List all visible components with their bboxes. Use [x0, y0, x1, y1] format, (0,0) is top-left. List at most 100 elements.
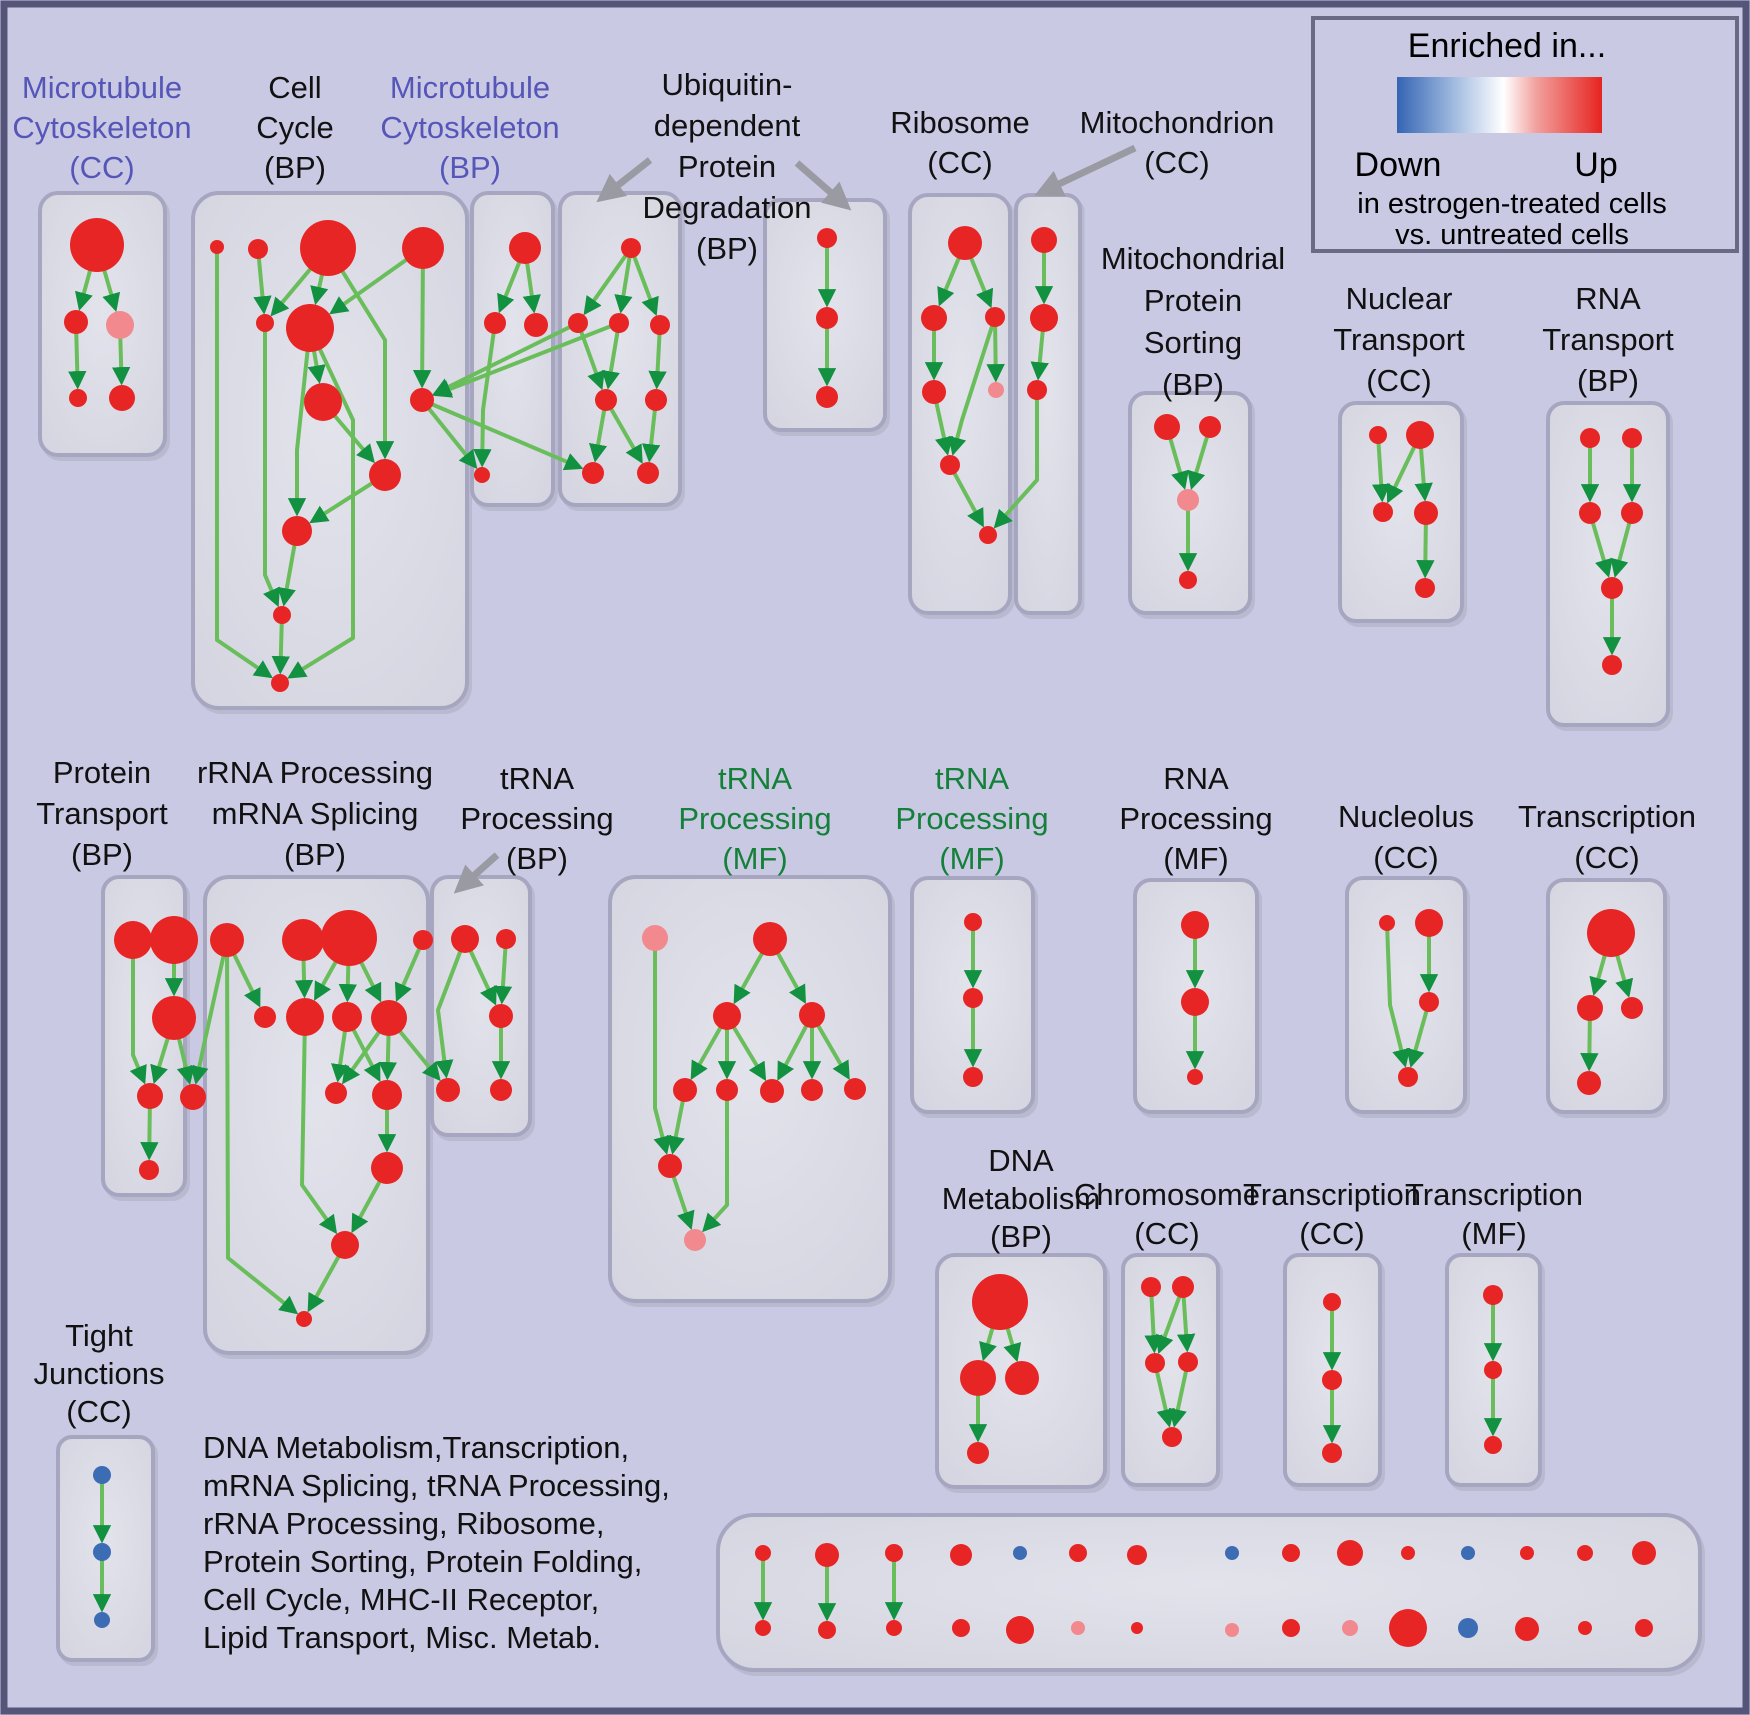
- cluster-box: [1338, 401, 1464, 623]
- edge-arrow: [129, 940, 147, 1085]
- go-term-node-red: [816, 386, 838, 408]
- legend-title: Enriched in...: [1408, 27, 1606, 65]
- go-term-node-red: [755, 1545, 771, 1561]
- go-term-node-red: [817, 228, 837, 248]
- go-term-node-red: [844, 1078, 866, 1100]
- go-term-node-red: [816, 307, 838, 329]
- legend-box: [1311, 16, 1739, 253]
- edge-arrow: [583, 246, 633, 316]
- go-term-node-red: [331, 1231, 359, 1259]
- go-term-node-red: [1322, 1443, 1342, 1463]
- go-term-node-red: [1322, 1370, 1342, 1390]
- go-term-node-red: [1127, 1545, 1147, 1565]
- go-term-node-red: [304, 383, 342, 421]
- go-term-node-red: [960, 1360, 996, 1396]
- label-pointer-arrow: [794, 160, 852, 211]
- go-term-node-red: [1577, 995, 1603, 1021]
- go-term-node-red: [963, 988, 983, 1008]
- go-term-node-blue: [1458, 1618, 1478, 1638]
- go-term-node-red: [1406, 421, 1434, 449]
- go-term-node-red: [1323, 1293, 1341, 1311]
- go-term-node-pink: [642, 925, 668, 951]
- go-term-node-red: [139, 1160, 159, 1180]
- go-term-node-red: [489, 1004, 513, 1028]
- go-term-node-red: [410, 388, 434, 412]
- go-term-node-red: [673, 1078, 697, 1102]
- go-term-node-red: [524, 313, 548, 337]
- go-term-node-red: [490, 1079, 512, 1101]
- go-term-node-red: [1602, 655, 1622, 675]
- go-term-node-red: [755, 1620, 771, 1636]
- cluster-label-rna-processing-mf: RNA Processing (MF): [1119, 761, 1272, 876]
- go-term-node-red: [282, 919, 324, 961]
- go-term-node-red: [484, 312, 506, 334]
- legend-subtitle-line1: in estrogen-treated cells: [1357, 188, 1667, 220]
- cluster-label-rna-transport-bp: RNA Transport (BP): [1542, 281, 1674, 398]
- go-term-node-red: [1337, 1540, 1363, 1566]
- go-term-node-red: [1181, 911, 1209, 939]
- go-term-node-red: [1181, 988, 1209, 1016]
- go-term-node-red: [1415, 909, 1443, 937]
- cluster-label-chromosome-cc: Chromosome (CC): [1074, 1177, 1260, 1251]
- labels-layer: Microtubule Cytoskeleton (CC) Cell Cycle (BP)…: [12, 67, 1696, 1655]
- go-term-node-red: [1373, 502, 1393, 522]
- go-term-node-red: [885, 1544, 903, 1562]
- cluster-label-trna-processing-bp: tRNA Processing (BP): [460, 761, 613, 876]
- edge-arrow: [993, 390, 1039, 529]
- go-term-node-pink: [1071, 1621, 1085, 1635]
- go-term-node-red: [282, 516, 312, 546]
- go-term-node-red: [372, 1080, 402, 1110]
- go-term-node-red: [371, 1152, 403, 1184]
- legend-gradient-bar: [1397, 77, 1602, 133]
- edge-arrow: [1371, 434, 1391, 503]
- go-term-node-blue: [93, 1543, 111, 1561]
- cluster-label-ubiquitin-dependent-protein-degradation-bp: Ubiquitin-dependent Protein Degradation (BP…: [643, 67, 812, 266]
- go-term-node-red: [1162, 1427, 1182, 1447]
- edge-arrow: [300, 1016, 338, 1235]
- edge-arrow: [702, 1090, 729, 1233]
- go-term-node-red: [815, 1543, 839, 1567]
- cluster-label-tight-junctions-cc: Tight Junctions (CC): [34, 1318, 165, 1429]
- go-term-node-red: [109, 385, 135, 411]
- go-term-node-red: [296, 1311, 312, 1327]
- edge-arrow: [287, 327, 355, 679]
- go-term-node-red: [964, 913, 982, 931]
- go-term-node-red: [1520, 1546, 1534, 1560]
- go-term-node-red: [286, 998, 324, 1036]
- go-term-node-red: [1483, 1285, 1503, 1305]
- edge-arrow: [287, 327, 312, 517]
- edge-arrow: [432, 321, 620, 398]
- label-pointers-layer: [453, 144, 1137, 894]
- label-pointer-arrow: [596, 157, 653, 203]
- go-term-node-red: [940, 455, 960, 475]
- edge-arrow: [435, 938, 467, 1079]
- edge-arrow: [473, 322, 497, 468]
- go-term-node-red: [1414, 501, 1438, 525]
- edge-arrow: [614, 247, 633, 314]
- edge-arrow: [948, 316, 997, 456]
- go-term-node-red: [451, 925, 479, 953]
- go-term-node-pink: [684, 1229, 706, 1251]
- go-term-node-red: [760, 1079, 784, 1103]
- go-term-node-red: [152, 996, 196, 1040]
- go-term-node-red: [650, 315, 670, 335]
- go-term-node-red: [1601, 577, 1623, 599]
- go-term-node-red: [1178, 1352, 1198, 1372]
- go-term-node-red: [1389, 1609, 1427, 1647]
- go-term-node-red: [1172, 1276, 1194, 1298]
- go-term-node-red: [985, 307, 1005, 327]
- go-term-node-red: [1282, 1619, 1300, 1637]
- go-term-node-red: [248, 239, 268, 259]
- legend-up-label: Up: [1574, 146, 1617, 184]
- go-term-node-red: [950, 1544, 972, 1566]
- go-term-node-red: [1401, 1546, 1415, 1560]
- go-term-node-red: [886, 1620, 902, 1636]
- go-term-node-red: [713, 1002, 741, 1030]
- go-term-node-red: [150, 916, 198, 964]
- go-term-node-blue: [94, 1612, 110, 1628]
- edge-arrow: [420, 398, 478, 470]
- edge-arrow: [262, 323, 280, 608]
- go-term-node-red: [1131, 1622, 1143, 1634]
- cluster-label-microtubule-cytoskeleton-bp: Microtubule Cytoskeleton (BP): [380, 70, 559, 185]
